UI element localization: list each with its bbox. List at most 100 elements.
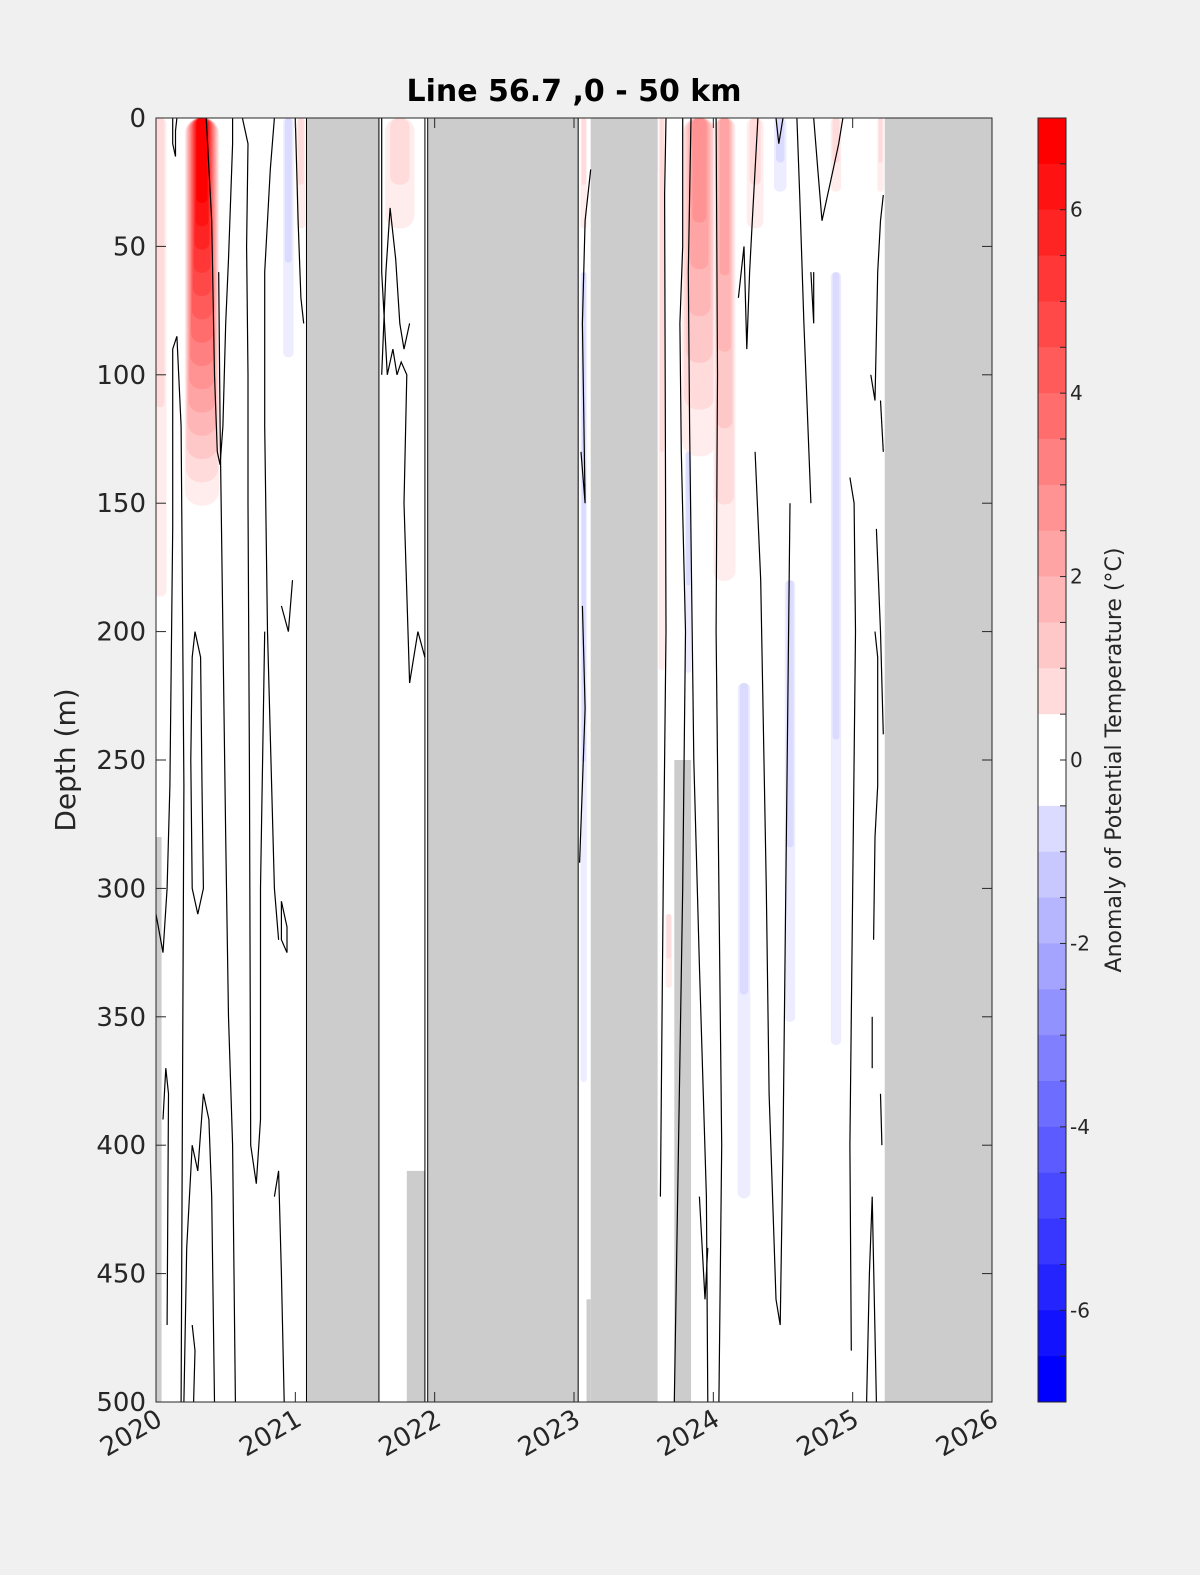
colorbar-frame — [1037, 117, 1067, 1403]
colorbar-bin — [1038, 163, 1066, 211]
colorbar-bin — [1038, 760, 1066, 807]
zero-contour-line — [162, 1068, 170, 1326]
x-tick-label: 2023 — [513, 1404, 585, 1463]
colorbar-bin — [1038, 530, 1066, 578]
y-tick-label: 300 — [96, 874, 146, 904]
zero-contour-line — [280, 901, 288, 953]
anomaly-level — [298, 118, 304, 185]
colorbar-bin — [1038, 347, 1066, 394]
colorbar-tick-label: 4 — [1070, 381, 1083, 405]
colorbar-tick-label: -2 — [1070, 931, 1090, 955]
zero-contour-line — [796, 118, 812, 504]
zero-contour-line — [775, 118, 784, 144]
zero-contour-line — [280, 580, 294, 632]
anomaly-level — [581, 272, 586, 762]
y-tick-label: 50 — [113, 232, 146, 262]
colorbar-bin — [1038, 1172, 1066, 1220]
x-tick-label: 2021 — [235, 1404, 307, 1463]
anomaly-feature — [580, 118, 587, 229]
colorbar-bin — [1038, 622, 1066, 669]
anomaly-feature — [737, 682, 751, 1199]
zero-contour-line — [754, 451, 791, 1326]
zero-contour-line — [183, 1093, 216, 1402]
zero-contour-line — [580, 169, 592, 504]
y-tick-label: 250 — [96, 746, 146, 776]
zero-contour-line — [579, 605, 586, 863]
anomaly-feature — [184, 118, 220, 506]
zero-contour-line — [205, 118, 234, 465]
colorbar-bin — [1038, 897, 1066, 944]
chart-title: Line 56.7 ,0 - 50 km — [406, 74, 741, 109]
y-tick-label: 450 — [96, 1260, 146, 1290]
zero-contour-line — [273, 1170, 285, 1402]
x-tick-label: 2026 — [931, 1404, 1003, 1463]
zero-contour-line — [191, 1324, 196, 1402]
no-data-region — [884, 118, 992, 1402]
colorbar-tick-label: 6 — [1070, 198, 1083, 222]
colorbar-bin — [1038, 805, 1066, 853]
zero-contour-line — [294, 118, 305, 324]
colorbar-bin — [1038, 209, 1066, 257]
no-data-region — [586, 1299, 591, 1402]
y-tick-label: 0 — [129, 104, 146, 134]
colorbar-bin — [1038, 1035, 1066, 1082]
anomaly-level — [686, 451, 691, 586]
zero-contour-line — [659, 118, 667, 1197]
anomaly-feature — [156, 118, 167, 597]
zero-contour-line — [698, 1196, 709, 1300]
colorbar-bin — [1038, 393, 1066, 440]
anomaly-level — [390, 118, 410, 185]
zero-contour-line — [849, 477, 857, 1351]
zero-contour-line — [875, 528, 884, 735]
anomaly-feature — [665, 914, 672, 988]
colorbar-bin — [1038, 851, 1066, 899]
colorbar-bin — [1038, 576, 1066, 623]
x-tick-label: 2025 — [792, 1404, 864, 1463]
y-tick-label: 150 — [96, 489, 146, 519]
survey-lines — [305, 118, 579, 1402]
colorbar-bin — [1038, 943, 1066, 990]
y-tick-label: 100 — [96, 361, 146, 391]
anomaly-level — [776, 118, 785, 163]
colorbar-tick-label: -6 — [1070, 1298, 1090, 1322]
colorbar-bin — [1038, 714, 1066, 761]
zero-contour-line — [879, 1093, 883, 1146]
zero-contour-line — [687, 118, 709, 1402]
y-tick-label: 500 — [96, 1388, 146, 1418]
anomaly-level — [156, 118, 165, 408]
colorbar-bin — [1038, 118, 1066, 165]
colorbar-bin — [1038, 1356, 1066, 1403]
no-data-region — [674, 760, 692, 1402]
anomaly-level — [832, 118, 840, 163]
zero-contour-line — [715, 118, 723, 1402]
zero-contour-line — [172, 118, 178, 157]
no-data-region — [406, 1170, 425, 1402]
anomaly-feature — [283, 118, 294, 358]
anomaly-level — [284, 118, 292, 263]
colorbar-bin — [1038, 668, 1066, 715]
colorbar-bin — [1038, 1264, 1066, 1311]
colorbar: -6 -4 -2 0 2 4 6 — [1037, 117, 1090, 1403]
no-data-region — [427, 118, 579, 1402]
no-data-region — [590, 118, 658, 1402]
zero-contour-line — [264, 118, 280, 940]
anomaly-feature — [296, 118, 306, 229]
y-tick-label: 400 — [96, 1131, 146, 1161]
zero-contour-line — [673, 118, 687, 1402]
zero-contour-line — [190, 631, 205, 915]
zero-contour-line — [879, 400, 884, 452]
y-tick-label: 200 — [96, 618, 146, 648]
anomaly-level — [719, 118, 730, 276]
anomaly-feature — [385, 118, 415, 229]
colorbar-bin — [1038, 1218, 1066, 1265]
anomaly-level — [692, 118, 707, 223]
anomaly-level — [666, 914, 671, 959]
zero-contour-line — [241, 118, 266, 1184]
zero-contour-line — [870, 194, 884, 401]
colorbar-tick-label: 0 — [1070, 748, 1083, 772]
zero-contour-line — [156, 336, 185, 1402]
anomaly-field — [156, 118, 884, 1199]
zero-contours — [156, 118, 884, 1402]
anomaly-level — [878, 118, 883, 163]
